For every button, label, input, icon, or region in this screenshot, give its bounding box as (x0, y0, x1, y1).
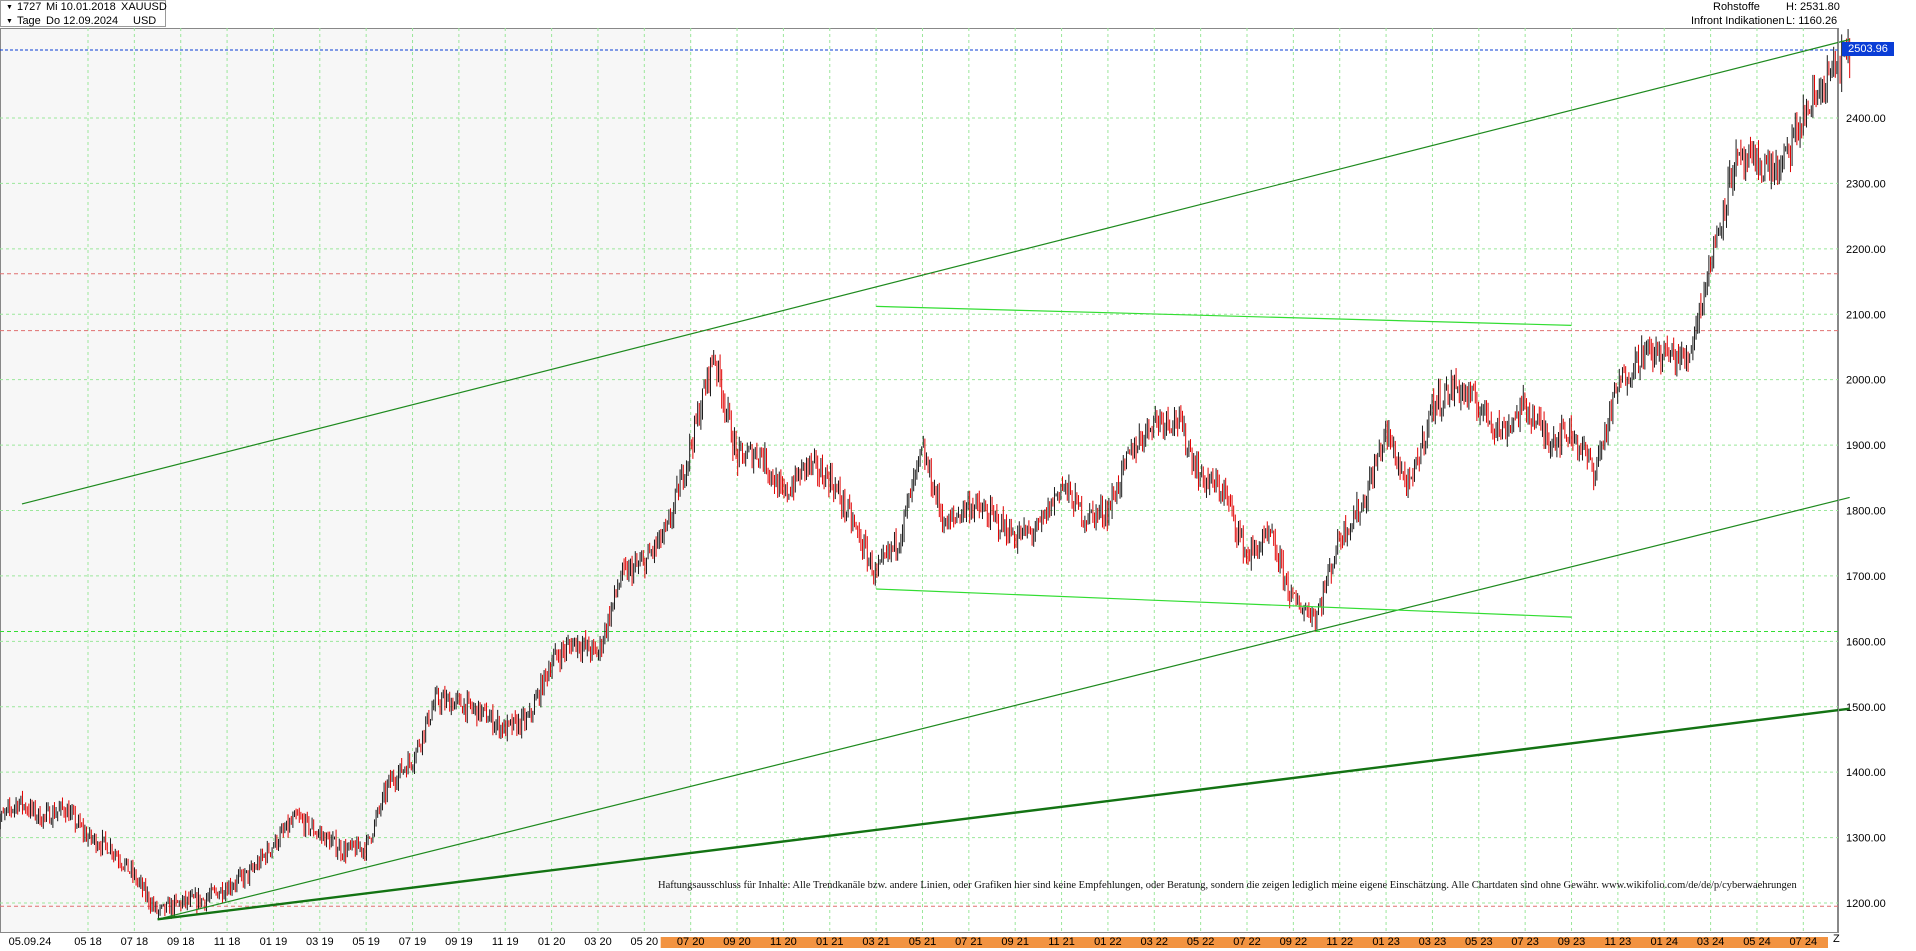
x-tick-label: 05 21 (909, 936, 937, 948)
x-tick-label: 05 24 (1743, 936, 1771, 948)
x-tick-label: 03 23 (1419, 936, 1447, 948)
x-tick-label: 07 23 (1511, 936, 1539, 948)
x-tick-label: 05 20 (631, 936, 659, 948)
x-tick-label: 09 18 (167, 936, 195, 948)
x-tick-label: 03 22 (1141, 936, 1169, 948)
instrument-id[interactable]: 1727 (4, 1, 41, 15)
x-tick-label: 11 21 (1048, 936, 1075, 948)
trendline (157, 707, 1850, 921)
plot-border (0, 28, 1838, 933)
y-tick-label: 2000.00 (1846, 375, 1886, 387)
x-tick-label: 11 23 (1605, 936, 1632, 948)
x-tick-label: 07 20 (677, 936, 705, 948)
plot-shade (0, 28, 691, 933)
x-tick-label: 07 22 (1233, 936, 1261, 948)
y-tick-label: 2400.00 (1846, 113, 1886, 125)
start-date: Mi 10.01.2018 (46, 1, 116, 13)
x-tick-label: 07 18 (121, 936, 149, 948)
x-tick-label: 01 19 (260, 936, 288, 948)
x-tick-label: 11 18 (214, 936, 241, 948)
x-tick-label: 05 19 (352, 936, 380, 948)
x-tick-label: 09 21 (1001, 936, 1029, 948)
chart-header: 1727 Mi 10.01.2018 XAUUSD Tage Do 12.09.… (0, 0, 1916, 28)
high-value: H: 2531.80 (1786, 1, 1840, 13)
y-tick-label: 1700.00 (1846, 571, 1886, 583)
y-tick-label: 1400.00 (1846, 767, 1886, 779)
y-tick-label: 1200.00 (1846, 898, 1886, 910)
currency-label: USD (133, 15, 157, 27)
x-tick-label: 03 19 (306, 936, 334, 948)
x-tick-label: 07 24 (1790, 936, 1818, 948)
trendline (157, 496, 1850, 920)
y-tick-label: 1500.00 (1846, 702, 1886, 714)
y-tick-label: 2300.00 (1846, 178, 1886, 190)
period-selector[interactable]: Tage (4, 15, 41, 29)
symbol-label: XAUUSD (121, 1, 167, 13)
y-tick-label: 1600.00 (1846, 636, 1886, 648)
x-tick-label: 09 19 (445, 936, 473, 948)
x-tick-label: 01 22 (1094, 936, 1122, 948)
x-tick-label: 01 20 (538, 936, 566, 948)
zoom-label[interactable]: Z (1833, 933, 1840, 945)
x-tick-label: 09 22 (1280, 936, 1308, 948)
trendline (876, 588, 1572, 618)
trendline (21, 38, 1850, 505)
y-tick-label: 1900.00 (1846, 440, 1886, 452)
x-tick-label: 05 18 (74, 936, 102, 948)
x-tick-label: 07 19 (399, 936, 427, 948)
x-tick-label: 05 23 (1465, 936, 1493, 948)
trendline (876, 305, 1572, 326)
x-tick-label: 03 21 (862, 936, 890, 948)
x-tick-label: 11 22 (1326, 936, 1353, 948)
x-tick-label: 01 21 (816, 936, 844, 948)
x-tick-label: 03 20 (584, 936, 612, 948)
end-date: Do 12.09.2024 (46, 15, 119, 27)
x-tick-label: 01 23 (1372, 936, 1400, 948)
y-tick-label: 2100.00 (1846, 309, 1886, 321)
x-tick-label: 03 24 (1697, 936, 1725, 948)
category-label: Rohstoffe (1713, 1, 1760, 13)
x-tick-label: 07 21 (955, 936, 983, 948)
y-tick-label: 1800.00 (1846, 506, 1886, 518)
y-tick-label: 1300.00 (1846, 833, 1886, 845)
x-tick-label: 05.09.24 (9, 936, 52, 948)
x-tick-label: 05 22 (1187, 936, 1215, 948)
instrument-box (0, 0, 166, 27)
x-tick-label: 09 23 (1558, 936, 1586, 948)
disclaimer-text: Haftungsausschluss für Inhalte: Alle Tre… (658, 880, 1797, 891)
y-tick-label: 2200.00 (1846, 244, 1886, 256)
low-value: L: 1160.26 (1786, 15, 1838, 27)
x-tick-label: 09 20 (723, 936, 751, 948)
last-price-badge: 2503.96 (1842, 42, 1894, 56)
source-label: Infront Indikationen (1691, 15, 1785, 27)
x-tick-label: 11 19 (492, 936, 519, 948)
x-tick-label: 01 24 (1650, 936, 1678, 948)
date-range-bar (660, 937, 1829, 948)
x-tick-label: 11 20 (770, 936, 797, 948)
